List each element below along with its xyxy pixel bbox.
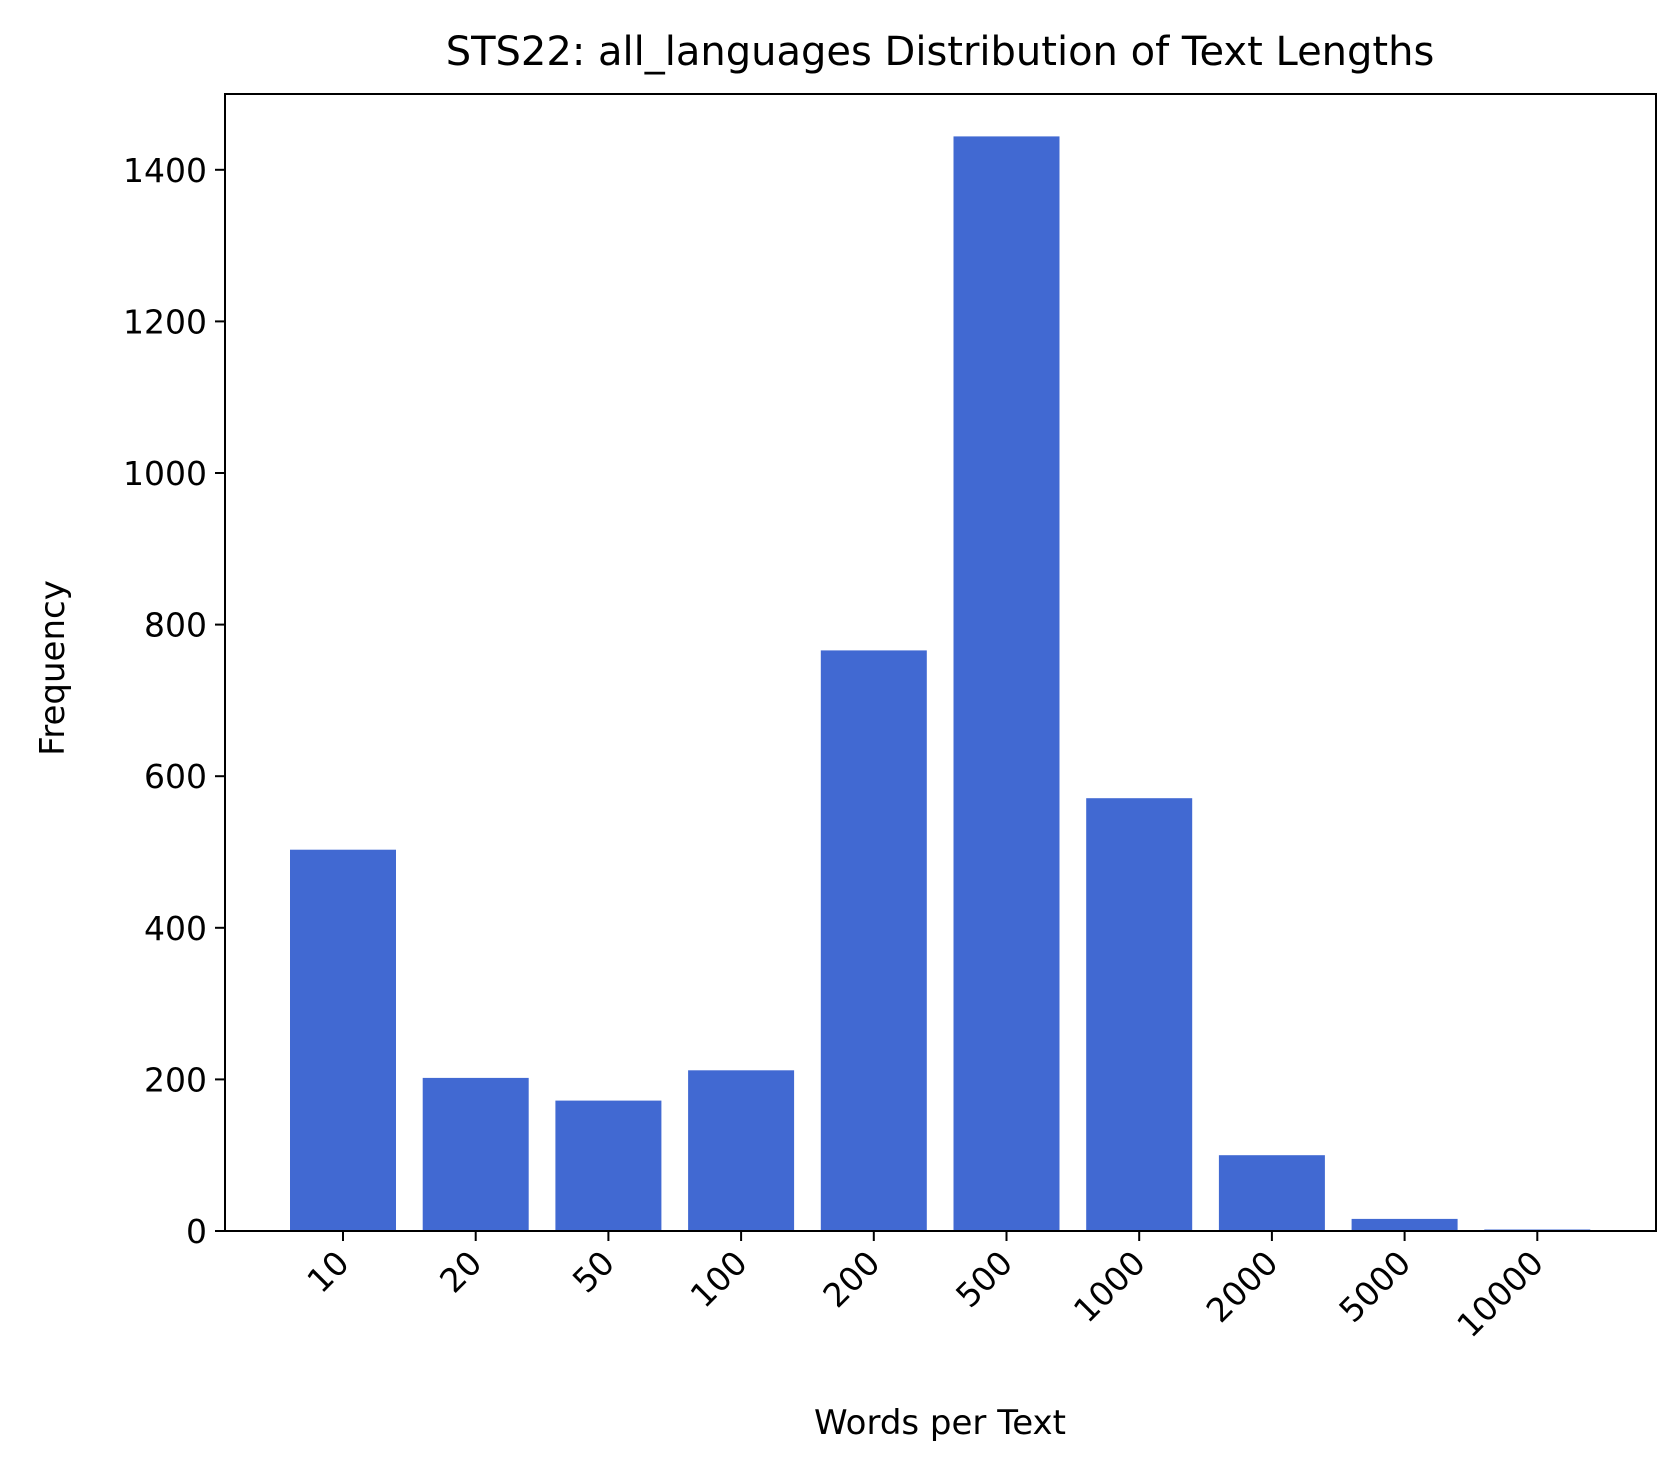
x-tick-label: 200 xyxy=(815,1243,887,1315)
y-tick-label: 800 xyxy=(144,606,207,645)
bar-50 xyxy=(555,1100,662,1231)
bar-200 xyxy=(820,650,927,1231)
bar-500 xyxy=(953,136,1060,1231)
bar-5000 xyxy=(1351,1218,1458,1231)
y-axis-label: Frequency xyxy=(33,580,73,756)
x-axis-ticks: 10 20 50 100 200 500 1000 2000 5000 10000 xyxy=(299,1231,1551,1345)
bar-2000 xyxy=(1218,1155,1325,1231)
y-tick-label: 0 xyxy=(186,1212,207,1251)
x-tick-label: 100 xyxy=(683,1243,755,1315)
x-tick-label: 500 xyxy=(948,1243,1020,1315)
y-axis-ticks: 0 200 400 600 800 1000 1200 1400 xyxy=(123,151,225,1251)
y-tick-label: 400 xyxy=(144,909,207,948)
y-tick-label: 1400 xyxy=(123,151,207,190)
x-tick-label: 20 xyxy=(432,1243,489,1300)
chart-title: STS22: all_languages Distribution of Tex… xyxy=(446,29,1435,75)
bar-1000 xyxy=(1086,798,1193,1231)
x-tick-label: 10000 xyxy=(1449,1243,1551,1345)
bars-layer xyxy=(290,136,1591,1231)
x-tick-label: 10 xyxy=(299,1243,356,1300)
x-tick-label: 5000 xyxy=(1331,1243,1418,1330)
x-tick-label: 1000 xyxy=(1066,1243,1153,1330)
x-tick-label: 2000 xyxy=(1199,1243,1286,1330)
y-tick-label: 200 xyxy=(144,1060,207,1099)
bar-20 xyxy=(422,1077,529,1231)
bar-100 xyxy=(688,1070,795,1231)
x-tick-label: 50 xyxy=(565,1243,622,1300)
bar-10 xyxy=(290,849,396,1231)
y-tick-label: 1000 xyxy=(123,454,207,493)
y-tick-label: 1200 xyxy=(123,302,207,341)
plot-frame xyxy=(224,93,1657,1232)
x-axis-label: Words per Text xyxy=(814,1403,1066,1443)
y-tick-label: 600 xyxy=(144,757,207,796)
